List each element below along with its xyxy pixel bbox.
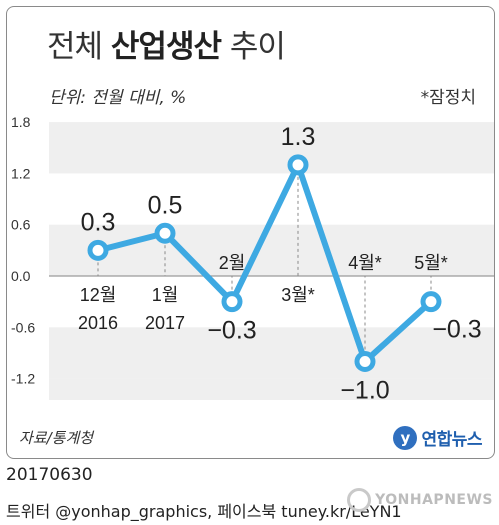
yonhap-logo: y 연합뉴스 — [393, 425, 482, 450]
y-tick-label: 1.8 — [11, 114, 31, 130]
grid-band — [49, 224, 494, 276]
grid-band — [49, 378, 494, 400]
line-chart: 1.8 1.2 0.6 0.0 -0.6 -1.2 0.3 0.5 −0.3 1.3 −1.0 −0.… — [11, 114, 494, 405]
data-point — [221, 291, 243, 313]
chart-title: 전체 산업생산 추이 — [47, 21, 286, 66]
data-point — [420, 291, 442, 313]
category-label: 12월 — [80, 285, 117, 305]
category-label: 1월 — [152, 285, 179, 305]
series-line — [95, 161, 434, 365]
category-label: 2월 — [219, 253, 246, 273]
watermark-text: YONHAPNEWS — [375, 492, 493, 508]
grid-band — [49, 122, 494, 174]
category-label: 2016 — [78, 313, 118, 333]
y-tick-label: -1.2 — [11, 371, 35, 387]
value-label: 1.3 — [281, 123, 316, 151]
y-tick-label: 0.6 — [11, 217, 31, 233]
data-point — [354, 351, 376, 372]
value-label: −1.0 — [340, 377, 389, 405]
unit-label: 단위: 전월 대비, % — [49, 88, 187, 108]
value-label: 0.3 — [81, 208, 116, 236]
category-label: 5월* — [414, 253, 448, 273]
value-label: 0.5 — [148, 191, 183, 219]
watermark: YONHAPNEWS — [347, 488, 493, 512]
grid-band — [49, 327, 494, 379]
watermark-icon — [347, 488, 372, 512]
category-label: 3월* — [281, 285, 315, 305]
y-tick-label: -0.6 — [11, 319, 35, 335]
date-stamp: 20170630 — [6, 465, 93, 485]
chart-card: 전체 산업생산 추이 단위: 전월 대비, % *잠정치 1.8 1.2 0.6 0.… — [6, 6, 495, 459]
y-tick-label: 1.2 — [11, 165, 31, 181]
social-line: 트위터 @yonhap_graphics, 페이스북 tuney.kr/LeYN… — [6, 502, 402, 521]
title-prefix: 전체 — [47, 29, 103, 65]
data-point — [287, 154, 309, 176]
data-point — [87, 239, 109, 261]
title-main: 산업생산 — [110, 29, 222, 65]
provisional-note: *잠정치 — [420, 88, 476, 108]
data-point — [154, 222, 176, 244]
source-label: 자료/통계청 — [19, 429, 94, 447]
category-label: 2017 — [145, 313, 185, 333]
yonhap-logo-text: 연합뉴스 — [421, 430, 482, 450]
yonhap-logo-icon: y — [393, 425, 418, 450]
value-label: −0.3 — [432, 316, 481, 344]
category-label: 4월* — [348, 253, 382, 273]
title-suffix: 추이 — [229, 29, 286, 65]
y-tick-label: 0.0 — [11, 268, 31, 284]
value-label: −0.3 — [207, 317, 256, 345]
